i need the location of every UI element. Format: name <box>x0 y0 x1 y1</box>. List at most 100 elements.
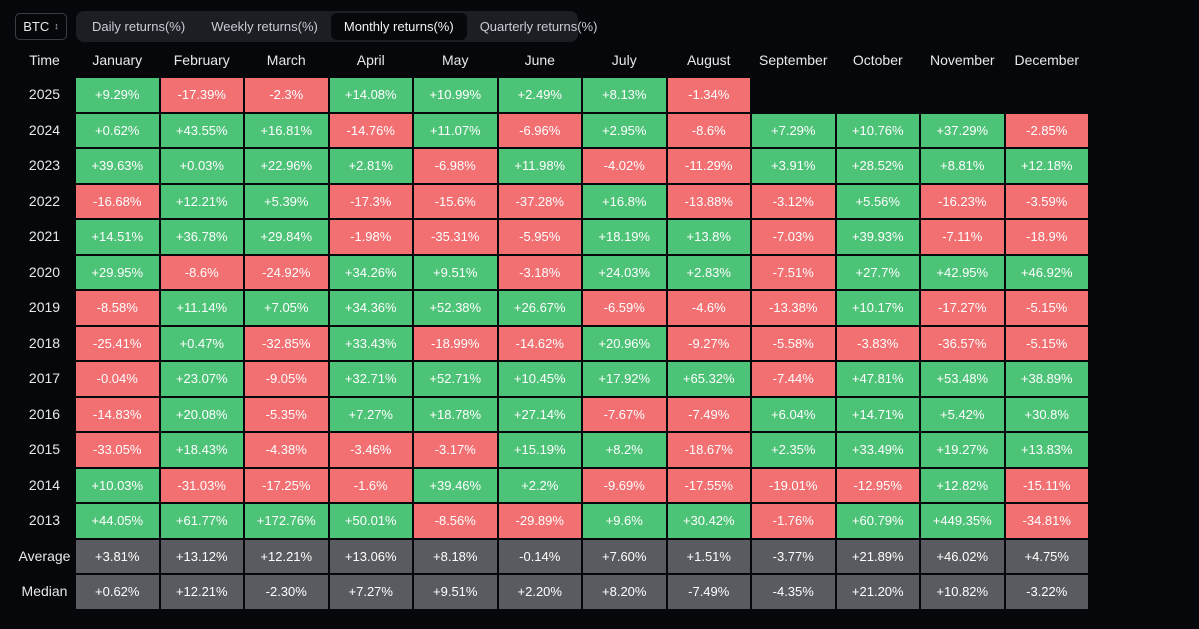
return-cell <box>752 78 835 112</box>
return-cell: -6.98% <box>414 149 497 183</box>
summary-cell: +2.20% <box>498 575 581 609</box>
tab-weekly-returns[interactable]: Weekly returns(%) <box>211 19 318 34</box>
return-cell: -17.3% <box>329 184 412 218</box>
return-cell: -19.01% <box>752 468 835 502</box>
return-cell: -14.76% <box>329 113 412 147</box>
return-cell: +15.19% <box>498 433 581 467</box>
return-cell: +2.49% <box>498 78 581 112</box>
summary-cell: +3.81% <box>76 539 159 573</box>
return-cell: -3.17% <box>414 433 497 467</box>
summary-cell: +1.51% <box>667 539 750 573</box>
return-cell: +0.47% <box>160 326 243 360</box>
return-cell: -18.99% <box>414 326 497 360</box>
summary-cell: -2.30% <box>245 575 328 609</box>
return-cell: -33.05% <box>76 433 159 467</box>
return-cell: +24.03% <box>583 255 666 289</box>
column-header-september: September <box>759 52 828 68</box>
return-cell: +12.21% <box>160 184 243 218</box>
return-cell: +18.43% <box>160 433 243 467</box>
return-cell: +27.7% <box>836 255 919 289</box>
return-cell: +44.05% <box>76 504 159 538</box>
return-cell: -36.57% <box>921 326 1004 360</box>
monthly-returns-table: Time January February March April May June July… <box>14 44 1089 610</box>
return-cell: -35.31% <box>414 220 497 254</box>
return-cell: +9.29% <box>76 78 159 112</box>
chevron-up-down-icon: ↕ <box>54 21 59 31</box>
return-cell: +9.51% <box>414 255 497 289</box>
summary-cell: -7.49% <box>667 575 750 609</box>
column-header-january: January <box>92 52 143 68</box>
summary-cell: +12.21% <box>160 575 243 609</box>
return-cell: -7.44% <box>752 362 835 396</box>
return-cell: +61.77% <box>160 504 243 538</box>
row-label-year: 2024 <box>28 121 61 138</box>
return-cell: +10.03% <box>76 468 159 502</box>
return-cell: +34.36% <box>329 291 412 325</box>
return-cell: +30.8% <box>1005 397 1088 431</box>
return-cell: -9.27% <box>667 326 750 360</box>
return-cell: +42.95% <box>921 255 1004 289</box>
column-header-march: March <box>266 52 306 68</box>
return-cell: -4.38% <box>245 433 328 467</box>
return-cell: +52.38% <box>414 291 497 325</box>
return-cell: +20.96% <box>583 326 666 360</box>
return-cell: -11.29% <box>667 149 750 183</box>
return-cell: +11.07% <box>414 113 497 147</box>
return-cell: +20.08% <box>160 397 243 431</box>
return-cell: +32.71% <box>329 362 412 396</box>
summary-cell: +8.20% <box>583 575 666 609</box>
return-cell: +7.27% <box>329 397 412 431</box>
return-cell: +30.42% <box>667 504 750 538</box>
return-cell: +10.45% <box>498 362 581 396</box>
return-cell: +33.43% <box>329 326 412 360</box>
return-cell: -13.38% <box>752 291 835 325</box>
return-cell: +39.46% <box>414 468 497 502</box>
return-cell: -3.46% <box>329 433 412 467</box>
return-cell: -8.6% <box>160 255 243 289</box>
asset-select[interactable]: BTC ↕ <box>15 13 67 40</box>
return-cell: +37.29% <box>921 113 1004 147</box>
return-cell: +172.76% <box>245 504 328 538</box>
return-cell: -14.62% <box>498 326 581 360</box>
return-cell: -15.11% <box>1005 468 1088 502</box>
summary-cell: +7.27% <box>329 575 412 609</box>
return-cell: -3.12% <box>752 184 835 218</box>
return-cell: +39.93% <box>836 220 919 254</box>
row-label-year: 2014 <box>28 476 61 493</box>
column-header-december: December <box>1014 52 1080 68</box>
return-cell: +50.01% <box>329 504 412 538</box>
return-cell: -7.03% <box>752 220 835 254</box>
return-cell: +6.04% <box>752 397 835 431</box>
return-cell: -17.39% <box>160 78 243 112</box>
return-cell: +18.19% <box>583 220 666 254</box>
row-label-year: 2022 <box>28 192 61 209</box>
return-cell: -5.95% <box>498 220 581 254</box>
summary-cell: +0.62% <box>76 575 159 609</box>
return-cell: +38.89% <box>1005 362 1088 396</box>
summary-cell: +13.12% <box>160 539 243 573</box>
return-cell: -8.58% <box>76 291 159 325</box>
return-cell: +2.81% <box>329 149 412 183</box>
return-cell: +2.35% <box>752 433 835 467</box>
return-cell: -5.58% <box>752 326 835 360</box>
return-cell: +36.78% <box>160 220 243 254</box>
summary-cell: +13.06% <box>329 539 412 573</box>
return-cell: -16.23% <box>921 184 1004 218</box>
return-cell: -17.55% <box>667 468 750 502</box>
return-cell: +13.8% <box>667 220 750 254</box>
return-cell: +10.17% <box>836 291 919 325</box>
return-cell: +8.2% <box>583 433 666 467</box>
return-cell: +12.82% <box>921 468 1004 502</box>
return-cell: -15.6% <box>414 184 497 218</box>
return-cell: -17.25% <box>245 468 328 502</box>
tab-daily-returns[interactable]: Daily returns(%) <box>92 19 186 34</box>
return-cell: +46.92% <box>1005 255 1088 289</box>
return-cell: -7.11% <box>921 220 1004 254</box>
tab-quarterly-returns[interactable]: Quarterly returns(%) <box>479 19 598 34</box>
return-cell: +10.76% <box>836 113 919 147</box>
return-cell: -5.15% <box>1005 326 1088 360</box>
row-label-year: 2025 <box>28 86 61 102</box>
tab-monthly-returns[interactable]: Monthly returns(%) <box>330 13 467 40</box>
return-cell: +22.96% <box>245 149 328 183</box>
summary-cell: +21.89% <box>836 539 919 573</box>
